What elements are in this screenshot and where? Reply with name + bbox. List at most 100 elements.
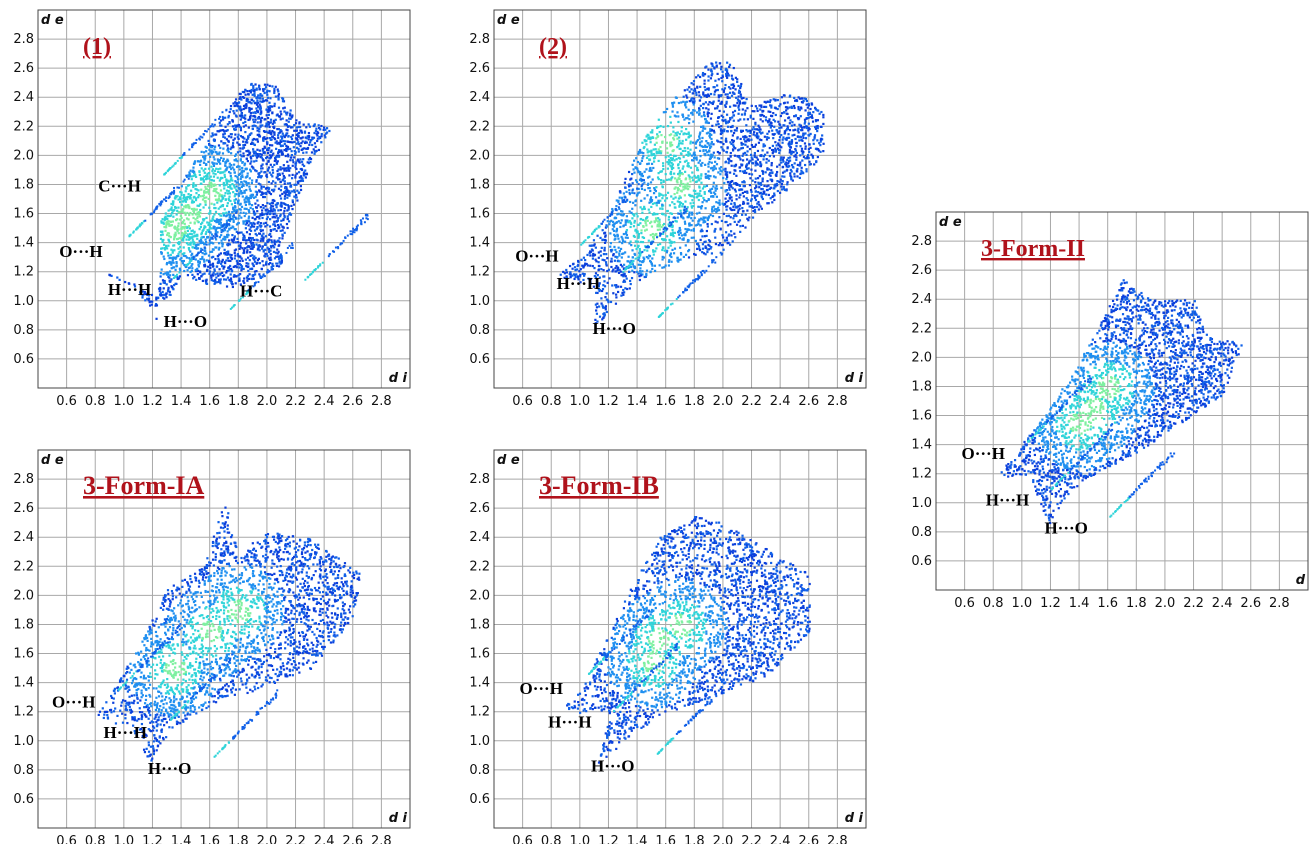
fingerprint-point	[164, 272, 167, 275]
fingerprint-point	[682, 182, 685, 186]
fingerprint-point	[258, 262, 261, 265]
fingerprint-point	[173, 205, 177, 209]
fingerprint-point	[247, 100, 250, 104]
fingerprint-point	[743, 151, 747, 155]
fingerprint-point	[643, 170, 646, 173]
fingerprint-point	[676, 191, 679, 194]
fingerprint-point	[746, 209, 749, 212]
fingerprint-point	[244, 197, 247, 200]
fingerprint-point	[583, 264, 586, 267]
fingerprint-point	[741, 191, 744, 195]
fingerprint-point	[689, 134, 692, 137]
fingerprint-point	[690, 205, 693, 208]
fingerprint-point	[295, 161, 298, 164]
fingerprint-point	[268, 202, 271, 205]
fingerprint-point	[636, 167, 639, 170]
fingerprint-point	[724, 93, 727, 96]
fingerprint-point	[300, 175, 303, 178]
fingerprint-point	[785, 169, 788, 172]
fingerprint-point	[176, 229, 179, 233]
fingerprint-point	[793, 115, 796, 118]
fingerprint-point	[792, 129, 795, 132]
fingerprint-point	[210, 149, 213, 152]
fingerprint-point	[197, 263, 200, 267]
fingerprint-point	[283, 195, 287, 198]
fingerprint-point	[725, 113, 729, 116]
fingerprint-point	[604, 261, 608, 264]
fingerprint-point	[226, 214, 229, 217]
fingerprint-point	[794, 153, 797, 157]
fingerprint-point	[790, 170, 793, 173]
fingerprint-point	[270, 204, 273, 207]
fingerprint-point	[684, 253, 688, 256]
fingerprint-point	[189, 169, 192, 172]
fingerprint-point	[773, 192, 776, 195]
fingerprint-points	[559, 61, 825, 325]
fingerprint-point	[263, 91, 266, 95]
fingerprint-point	[791, 165, 794, 169]
fingerprint-point	[677, 144, 680, 147]
fingerprint-point	[202, 219, 205, 222]
fingerprint-point	[172, 238, 176, 241]
fingerprint-point	[720, 100, 723, 103]
fingerprint-point	[706, 248, 709, 251]
x-tick-labels: 0.6 0.8 1.0 1.2 1.4 1.6 1.8 2.0 2.2 2.4 2.6 2.8	[56, 394, 391, 409]
fingerprint-point	[796, 170, 799, 173]
fingerprint-point	[599, 236, 602, 240]
fingerprint-point	[716, 221, 719, 224]
fingerprint-point	[259, 225, 262, 228]
fingerprint-point	[233, 112, 236, 115]
fingerprint-point	[803, 142, 807, 145]
fingerprint-point	[143, 292, 146, 296]
fingerprint-point	[229, 174, 232, 178]
fingerprint-point	[295, 129, 299, 132]
fingerprint-point	[784, 162, 787, 166]
fingerprint-spike-point	[349, 230, 352, 233]
fingerprint-point	[704, 88, 707, 91]
fingerprint-point	[758, 186, 761, 189]
fingerprint-spike-point	[366, 218, 369, 221]
fingerprint-point	[212, 274, 215, 277]
fingerprint-point	[795, 151, 799, 155]
fingerprint-point	[270, 235, 273, 238]
fingerprint-point	[293, 195, 296, 198]
fingerprint-point	[761, 170, 765, 173]
fingerprint-point	[727, 192, 730, 195]
fingerprint-point	[225, 278, 228, 281]
fingerprint-point	[299, 137, 302, 140]
fingerprint-point	[272, 223, 275, 226]
fingerprint-point	[568, 264, 572, 268]
fingerprint-point	[233, 257, 236, 260]
fingerprint-point	[650, 205, 653, 209]
fingerprint-point	[782, 136, 785, 139]
fingerprint-point	[254, 256, 257, 260]
fingerprint-point	[750, 153, 753, 156]
fingerprint-point	[250, 160, 253, 163]
fingerprint-point	[259, 124, 262, 127]
fingerprint-point	[269, 105, 272, 108]
fingerprint-point	[737, 119, 740, 122]
fingerprint-point	[783, 124, 786, 127]
fingerprint-point	[276, 88, 279, 91]
fingerprint-point	[194, 218, 197, 221]
fingerprint-point	[162, 273, 165, 276]
fingerprint-point	[200, 231, 203, 235]
fingerprint-point	[266, 240, 269, 244]
fingerprint-point	[242, 211, 245, 214]
fingerprint-point	[230, 238, 233, 241]
fingerprint-point	[584, 262, 587, 265]
fingerprint-point	[161, 247, 164, 250]
fingerprint-point	[155, 298, 158, 301]
fingerprint-point	[207, 188, 210, 192]
fingerprint-point	[196, 247, 200, 250]
fingerprint-point	[217, 168, 220, 171]
fingerprint-point	[672, 130, 675, 133]
x-tick-label: 0.6	[56, 394, 77, 409]
fingerprint-point	[283, 191, 286, 194]
fingerprint-point	[783, 94, 786, 97]
fingerprint-point	[259, 222, 262, 225]
fingerprint-point	[685, 159, 688, 162]
fingerprint-point	[655, 186, 658, 189]
fingerprint-point	[240, 192, 243, 195]
fingerprint-point	[245, 242, 248, 245]
